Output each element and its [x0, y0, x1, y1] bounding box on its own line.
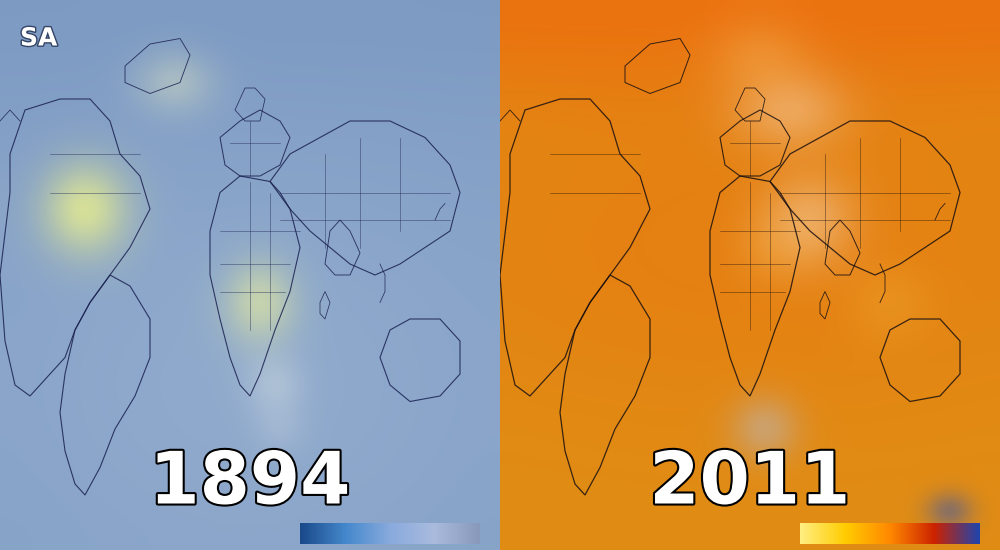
Text: 1894: 1894	[149, 449, 351, 519]
Text: SA: SA	[20, 26, 57, 51]
Text: 2011: 2011	[649, 449, 851, 519]
